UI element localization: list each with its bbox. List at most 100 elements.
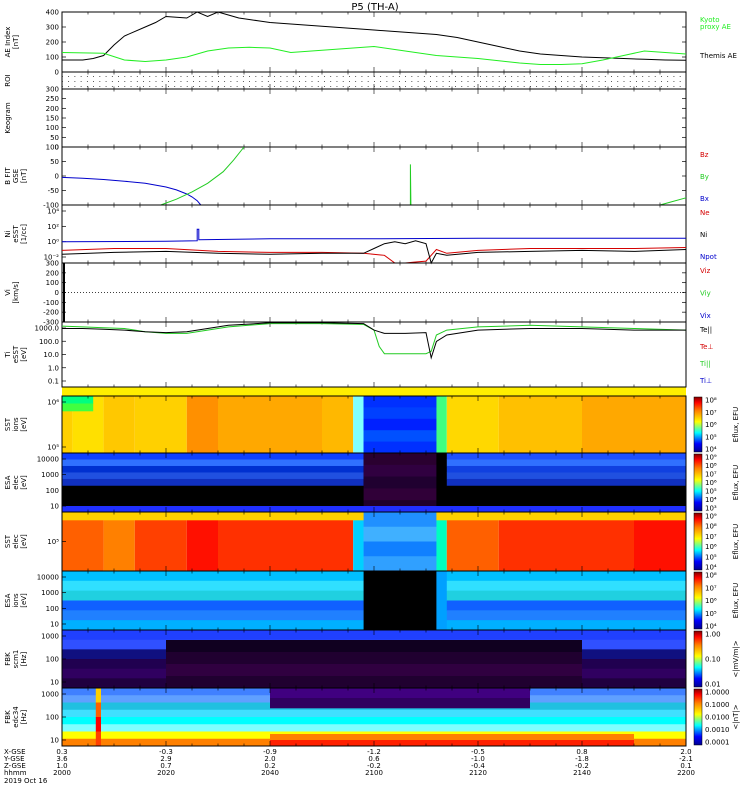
roi-dot (573, 76, 575, 77)
sst-elec-heatmap (62, 512, 686, 572)
y-tick-label: 400 (46, 9, 59, 17)
x-tick-label: -0.3 (159, 748, 173, 756)
roi-dot (536, 81, 538, 82)
roi-dot (473, 86, 475, 87)
y-tick-label: 50 (50, 158, 59, 166)
y-axis-label: elec (12, 534, 20, 549)
colorbar: 10⁸ 10⁷ 10⁶ 10⁵ 10⁴ Eflux, EFU (693, 397, 740, 454)
roi-dot (105, 81, 107, 82)
heatmap-cell (446, 453, 686, 460)
roi-dot (311, 81, 313, 82)
roi-dot (224, 81, 226, 82)
roi-dot (242, 86, 244, 87)
roi-dot (330, 76, 332, 77)
heatmap-cell (446, 396, 499, 453)
x-tick-label: 0.7 (160, 762, 171, 770)
colorbar-title: <|mV/m|> (732, 640, 740, 677)
series-line (61, 240, 687, 265)
x-tick-label: 3.6 (56, 755, 68, 763)
roi-dot (423, 81, 425, 82)
roi-dot (392, 76, 394, 77)
roi-dot (498, 81, 500, 82)
heatmap-cell (353, 396, 364, 453)
roi-dot (267, 81, 269, 82)
heatmap-cell (446, 620, 686, 631)
roi-dot (592, 81, 594, 82)
roi-dot (242, 76, 244, 77)
roi-dot (336, 81, 338, 82)
roi-dot (492, 76, 494, 77)
x-tick-label: 2.9 (160, 755, 171, 763)
heatmap-cell (95, 731, 101, 747)
roi-dot (74, 86, 76, 87)
x-tick-label: -0.2 (575, 762, 589, 770)
roi-dot (249, 86, 250, 87)
roi-dot (161, 76, 163, 77)
roi-dot (604, 86, 606, 87)
roi-dot (274, 81, 275, 82)
roi-dot (349, 76, 350, 77)
roi-dot (68, 81, 70, 82)
roi-dot (149, 76, 151, 77)
y-tick-label: 10 (50, 737, 59, 745)
roi-dot (136, 81, 138, 82)
colorbar-tick-label: 10⁸ (705, 397, 717, 405)
y-axis-label: [eV] (20, 475, 28, 490)
x-row-label: X-GSE (4, 748, 26, 756)
heatmap-cell (446, 465, 686, 473)
roi-dot (93, 81, 94, 82)
legend-entry: Ni (700, 231, 707, 239)
roi-dot (667, 81, 669, 82)
y-tick-label: 100 (46, 605, 59, 613)
y-tick-label: 1000 (41, 633, 59, 641)
roi-dot (380, 86, 382, 87)
roi-dot (211, 76, 213, 77)
roi-dot (255, 76, 257, 77)
y-tick-label: -300 (43, 319, 59, 327)
colorbar-tick-label: 10⁷ (705, 471, 717, 479)
heatmap-cell (363, 441, 437, 454)
roi-dot (654, 76, 656, 77)
y-axis-label: [eV] (20, 417, 28, 432)
roi-dot (199, 86, 201, 87)
roi-dot (623, 86, 625, 87)
colorbar-tick-label: 10⁵ (705, 488, 717, 496)
y-tick-label: 10 (50, 503, 59, 511)
roi-dot (573, 86, 575, 87)
roi-dot (423, 76, 425, 77)
roi-dot (280, 86, 282, 87)
y-axis-label: [Hz] (20, 710, 28, 725)
y-tick-label: 0 (55, 289, 59, 297)
roi-dot (149, 81, 151, 82)
y-tick-label: 10⁶ (47, 399, 59, 407)
colorbar-gradient (693, 453, 703, 512)
series-line (61, 323, 687, 355)
heatmap-cell (363, 418, 437, 431)
roi-dot (398, 86, 400, 87)
heatmap-cell (62, 403, 94, 412)
heatmap-cell (270, 688, 530, 699)
roi-dot (324, 81, 325, 82)
colorbar-tick-label: 0.01 (705, 681, 721, 689)
colorbar: 10⁹ 10⁸ 10⁷ 10⁶ 10⁵ 10⁴ Eflux, EFU (693, 513, 740, 572)
roi-dot (143, 76, 144, 77)
y-axis-label: [eV] (20, 534, 28, 549)
roi-dot (311, 76, 313, 77)
roi-dot (355, 81, 357, 82)
roi-dot (405, 81, 406, 82)
roi-dot (523, 76, 525, 77)
roi-dot (143, 86, 144, 87)
roi-dot (324, 76, 325, 77)
y-tick-label: -100 (43, 299, 59, 307)
heatmap-cell (103, 396, 135, 453)
roi-dot (586, 81, 587, 82)
y-axis-label: ROI (4, 74, 12, 86)
roi-dot (554, 86, 556, 87)
heatmap-cell (62, 610, 364, 621)
heatmap-cell (363, 488, 437, 501)
heatmap-cell (322, 396, 354, 453)
roi-dot (267, 76, 269, 77)
colorbar-tick-label: 10³ (705, 505, 717, 513)
